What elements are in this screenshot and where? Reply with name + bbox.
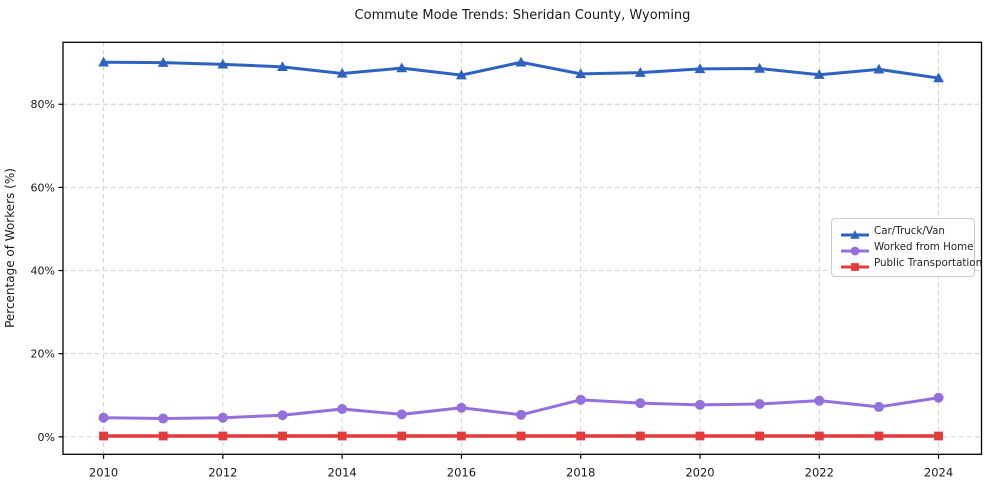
circle-marker-icon xyxy=(873,401,884,412)
circle-marker-icon xyxy=(277,410,288,421)
x-tick-label: 2024 xyxy=(924,465,953,479)
triangle-marker-icon xyxy=(634,67,646,77)
triangle-marker-icon xyxy=(850,229,860,239)
triangle-marker-icon xyxy=(575,68,587,79)
circle-marker-icon xyxy=(396,409,407,420)
triangle-marker-icon xyxy=(694,63,706,74)
square-marker-icon xyxy=(516,431,526,441)
legend-label: Car/Truck/Van xyxy=(874,225,945,238)
square-marker-icon xyxy=(851,262,859,271)
triangle-marker-icon xyxy=(933,72,944,83)
y-tick-label: 20% xyxy=(31,348,55,361)
plot-border xyxy=(62,41,983,455)
triangle-marker-icon xyxy=(873,63,885,74)
square-marker-icon xyxy=(576,431,586,441)
legend-label: Public Transportation xyxy=(874,257,983,270)
transit-line-swatch-icon xyxy=(840,258,870,271)
square-marker-icon xyxy=(99,431,108,441)
x-tick-label: 2012 xyxy=(208,465,237,479)
circle-marker-icon xyxy=(575,394,586,405)
triangle-marker-icon xyxy=(277,61,288,72)
legend: Car/Truck/Van Worked from Home Public Tr… xyxy=(831,218,982,277)
square-marker-icon xyxy=(397,431,407,441)
triangle-marker-icon xyxy=(813,69,825,79)
square-marker-icon xyxy=(814,431,824,441)
x-tick-label: 2020 xyxy=(685,465,714,479)
triangle-marker-icon xyxy=(396,62,408,73)
circle-marker-icon xyxy=(814,395,825,406)
y-tick-label: 60% xyxy=(31,181,55,194)
square-marker-icon xyxy=(934,431,943,441)
legend-label: Worked from Home xyxy=(874,241,974,254)
y-tick-label: 0% xyxy=(38,431,55,444)
legend-item-home: Worked from Home xyxy=(840,240,974,255)
square-marker-icon xyxy=(218,431,228,441)
x-tick-label: 2018 xyxy=(566,465,595,479)
circle-marker-icon xyxy=(158,413,169,424)
home-line-swatch-icon xyxy=(840,242,870,255)
x-tick-label: 2016 xyxy=(447,465,476,479)
circle-marker-icon xyxy=(456,402,467,413)
y-tick-label: 40% xyxy=(31,265,55,278)
triangle-marker-icon xyxy=(515,56,527,67)
circle-marker-icon xyxy=(217,412,228,423)
x-tick-label: 2010 xyxy=(89,465,118,479)
legend-item-car: Car/Truck/Van xyxy=(840,224,968,239)
triangle-marker-icon xyxy=(157,57,169,67)
triangle-marker-icon xyxy=(754,62,766,73)
triangle-marker-icon xyxy=(217,58,229,69)
circle-marker-icon xyxy=(754,398,765,409)
square-marker-icon xyxy=(457,431,466,441)
circle-marker-icon xyxy=(516,409,527,420)
square-marker-icon xyxy=(755,431,765,441)
chart-title: Commute Mode Trends: Sheridan County, Wy… xyxy=(354,8,691,23)
x-tick-label: 2022 xyxy=(805,465,834,479)
circle-marker-icon xyxy=(98,412,109,423)
circle-marker-icon xyxy=(850,246,860,255)
car-line-swatch-icon xyxy=(840,226,870,239)
square-marker-icon xyxy=(874,431,884,441)
square-marker-icon xyxy=(635,431,645,441)
square-marker-icon xyxy=(695,431,705,441)
triangle-marker-icon xyxy=(336,67,348,78)
y-tick-label: 80% xyxy=(31,98,55,111)
circle-marker-icon xyxy=(694,399,705,410)
square-marker-icon xyxy=(158,431,168,441)
triangle-marker-icon xyxy=(98,56,109,67)
circle-marker-icon xyxy=(635,398,646,409)
circle-marker-icon xyxy=(337,403,348,414)
circle-marker-icon xyxy=(933,392,944,403)
square-marker-icon xyxy=(337,431,347,441)
square-marker-icon xyxy=(278,431,287,441)
x-tick-label: 2014 xyxy=(327,465,356,479)
legend-item-transit: Public Transportation xyxy=(840,256,982,271)
triangle-marker-icon xyxy=(456,69,467,80)
